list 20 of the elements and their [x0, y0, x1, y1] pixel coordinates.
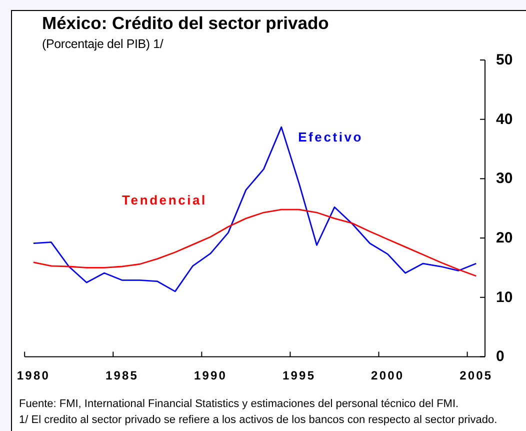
- x-tick-label: 1980: [16, 368, 50, 383]
- x-tick-label: 2005: [460, 368, 493, 383]
- x-tick-label: 1995: [282, 368, 316, 383]
- chart-title: México: Crédito del sector privado: [42, 13, 329, 34]
- line-series: [32, 126, 477, 292]
- y-tick-label: 10: [496, 288, 513, 306]
- series-label: Efectivo: [298, 129, 364, 144]
- y-tick-label: 40: [496, 110, 513, 128]
- line-series: [32, 208, 477, 277]
- x-tick-label: 2000: [371, 368, 404, 383]
- x-tick-label: 1990: [194, 368, 228, 383]
- y-tick-label: 30: [496, 170, 513, 188]
- text: 1/ El credito al sector privado se refiere a los activos de los bancos con respecto al sector privado.: [19, 414, 498, 426]
- text: Tendencial: [122, 192, 207, 208]
- y-tick-label: 0: [496, 348, 504, 366]
- x-tick-label: 1985: [105, 368, 139, 383]
- y-tick-label: 20: [496, 230, 513, 247]
- chart-subtitle: (Porcentaje del PIB) 1/: [42, 37, 164, 51]
- y-tick-label: 50: [496, 52, 513, 68]
- source-note: Fuente: FMI, International Financial Statistics y estimaciones del personal técnico del FMI.: [19, 398, 459, 410]
